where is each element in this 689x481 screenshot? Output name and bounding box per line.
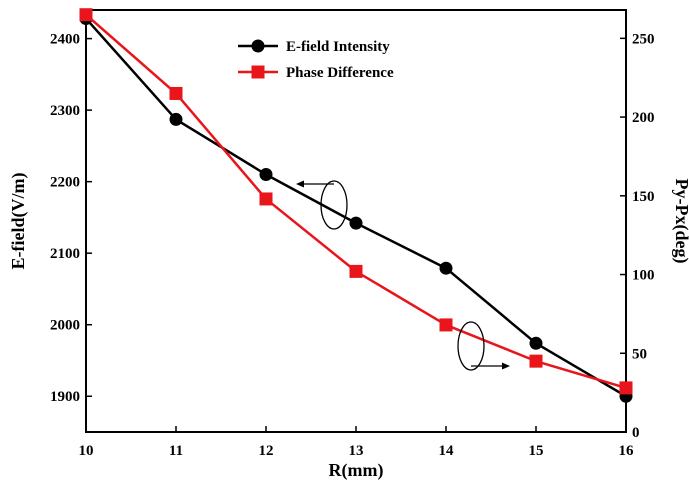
left-y-tick-label: 2200 [50, 175, 80, 191]
right-axis-indicator [457, 321, 510, 371]
left-axis-indicator [296, 180, 348, 230]
right-y-axis-title: Py-Px(deg) [671, 179, 689, 264]
legend: E-field Intensity Phase Difference [238, 39, 394, 81]
series-0-point [349, 216, 363, 230]
left-y-tick-label: 2000 [50, 318, 80, 334]
legend-marker-phase [251, 65, 265, 79]
legend-label-efield: E-field Intensity [286, 39, 390, 55]
indicator-arrow-right-head [502, 362, 510, 370]
left-axis-ticks: 1900 2000 2100 2200 2300 2400 [50, 32, 92, 405]
x-tick-label: 15 [529, 443, 544, 459]
x-tick-label: 14 [439, 443, 455, 459]
left-y-tick-label: 2100 [50, 246, 80, 262]
right-y-tick-label: 250 [632, 31, 655, 47]
series-1-point [79, 8, 93, 22]
series-0-point [529, 336, 543, 350]
series-1-point [169, 86, 183, 100]
legend-marker-efield [251, 39, 265, 53]
x-tick-label: 16 [619, 443, 635, 459]
series-1-point [259, 192, 273, 206]
bottom-axis-ticks: 10 11 12 13 14 15 16 [79, 426, 635, 459]
series-1-point [619, 381, 633, 395]
series-layer [79, 8, 633, 403]
right-y-tick-label: 50 [632, 346, 647, 362]
right-y-tick-label: 150 [632, 189, 655, 205]
series-1-point [439, 318, 453, 332]
x-axis-title: R(mm) [329, 460, 384, 481]
right-axis-ticks: 0 50 100 150 200 250 [620, 31, 655, 441]
x-tick-label: 12 [259, 443, 274, 459]
left-y-axis-title: E-field(V/m) [8, 173, 29, 270]
right-y-tick-label: 0 [632, 425, 640, 441]
x-tick-label: 11 [169, 443, 183, 459]
series-1-point [349, 264, 363, 278]
series-0-point [259, 168, 273, 182]
left-y-tick-label: 1900 [50, 389, 80, 405]
series-0-point [439, 261, 453, 275]
indicator-arrow-left-head [296, 180, 304, 188]
legend-label-phase: Phase Difference [286, 65, 394, 81]
left-y-tick-label: 2300 [50, 103, 80, 119]
left-y-tick-label: 2400 [50, 32, 80, 48]
x-tick-label: 10 [79, 443, 94, 459]
right-y-tick-label: 100 [632, 268, 655, 284]
indicator-ellipse-right [457, 321, 485, 371]
right-y-tick-label: 200 [632, 110, 655, 126]
series-1-point [529, 354, 543, 368]
indicator-ellipse-left [320, 180, 348, 230]
x-tick-label: 13 [349, 443, 364, 459]
series-0-point [169, 112, 183, 126]
